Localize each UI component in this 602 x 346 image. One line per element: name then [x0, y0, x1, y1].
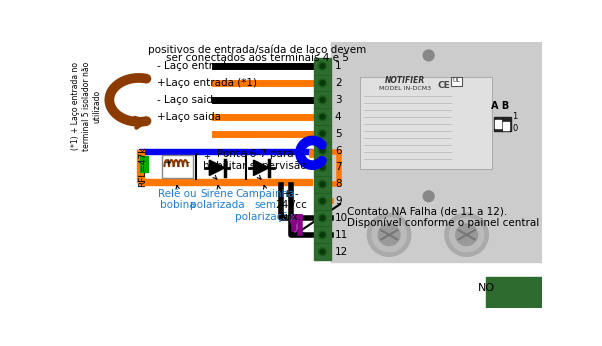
Circle shape [318, 164, 326, 171]
Text: - Laço saida: - Laço saida [157, 95, 219, 105]
Text: 9: 9 [335, 196, 341, 206]
Circle shape [318, 62, 326, 70]
Text: CE: CE [437, 82, 450, 91]
Circle shape [320, 98, 325, 102]
Circle shape [450, 218, 483, 252]
Circle shape [367, 213, 411, 256]
Text: NO: NO [477, 283, 495, 293]
Bar [140, 156, 148, 172]
Circle shape [320, 233, 325, 237]
Bar [503, 122, 509, 130]
Bar [486, 277, 542, 308]
Circle shape [318, 79, 326, 87]
Bar [162, 155, 193, 178]
Text: 7: 7 [335, 162, 341, 172]
Text: + -
24Vcc
Aux.: + - 24Vcc Aux. [275, 189, 306, 222]
Polygon shape [253, 160, 269, 175]
Circle shape [320, 216, 325, 220]
Text: 1: 1 [512, 111, 518, 120]
Text: MODEL IN-DCM3: MODEL IN-DCM3 [379, 86, 430, 91]
Circle shape [320, 165, 325, 170]
Circle shape [318, 231, 326, 239]
Circle shape [320, 81, 325, 85]
Bar [361, 77, 492, 169]
Circle shape [320, 199, 325, 203]
Bar [451, 77, 462, 86]
Text: 6: 6 [335, 146, 341, 155]
Circle shape [318, 248, 326, 256]
Circle shape [423, 50, 434, 61]
Text: Ponte 6-7 para
habilitar supervisão: Ponte 6-7 para habilitar supervisão [203, 149, 307, 171]
Circle shape [318, 96, 326, 104]
Text: A B: A B [491, 101, 509, 111]
Text: UL: UL [453, 78, 461, 83]
Text: Relé ou
bobina: Relé ou bobina [158, 189, 197, 210]
Bar [139, 179, 312, 185]
Circle shape [445, 213, 488, 256]
Circle shape [320, 182, 325, 186]
Text: NOTIFIER: NOTIFIER [385, 76, 425, 85]
Text: 8: 8 [335, 179, 341, 189]
Text: RFL=47k: RFL=47k [138, 147, 147, 187]
Circle shape [320, 148, 325, 153]
Text: - Laço entrada: - Laço entrada [157, 61, 232, 71]
Circle shape [318, 113, 326, 121]
Text: Sirene
polarizada: Sirene polarizada [190, 189, 244, 210]
Circle shape [456, 224, 477, 246]
Text: +: + [164, 158, 171, 167]
Text: 2: 2 [335, 78, 341, 88]
Polygon shape [209, 160, 225, 175]
Text: +Laço saida: +Laço saida [157, 112, 220, 122]
Text: +Laço entrada (*1): +Laço entrada (*1) [157, 78, 256, 88]
Text: positivos de entrada/saída de laço devem: positivos de entrada/saída de laço devem [148, 45, 367, 55]
Circle shape [423, 191, 434, 202]
Circle shape [318, 130, 326, 137]
Text: (*1) + Laço entrada no
terminal 5 isolador não
utilizado: (*1) + Laço entrada no terminal 5 isolad… [71, 62, 101, 151]
Circle shape [320, 64, 325, 69]
Text: 11: 11 [335, 230, 348, 240]
Text: ser conectados aos terminais 4 e 5: ser conectados aos terminais 4 e 5 [166, 53, 349, 63]
Circle shape [318, 180, 326, 188]
Text: 0: 0 [512, 124, 518, 133]
Circle shape [378, 224, 400, 246]
Circle shape [320, 249, 325, 254]
Circle shape [318, 197, 326, 205]
Text: 4: 4 [335, 112, 341, 122]
Bar [494, 117, 511, 131]
Circle shape [320, 131, 325, 136]
Circle shape [372, 218, 406, 252]
Text: 3: 3 [335, 95, 341, 105]
Text: 5: 5 [335, 129, 341, 139]
Text: 1: 1 [335, 61, 341, 71]
Circle shape [320, 115, 325, 119]
Bar [139, 148, 312, 154]
Bar [331, 42, 542, 262]
Text: 10: 10 [335, 213, 348, 223]
Text: -: - [187, 158, 190, 167]
Circle shape [318, 147, 326, 154]
Text: Campainha
sem
polarização: Campainha sem polarização [235, 189, 295, 222]
Text: Contato NA Falha (de 11 a 12).
Disponível conforme o painel central: Contato NA Falha (de 11 a 12). Disponíve… [347, 206, 539, 228]
Bar [494, 120, 501, 128]
Bar [314, 58, 331, 260]
Circle shape [318, 214, 326, 222]
Text: 12: 12 [335, 247, 348, 257]
Text: +: + [203, 152, 211, 161]
Text: -: - [226, 152, 229, 161]
